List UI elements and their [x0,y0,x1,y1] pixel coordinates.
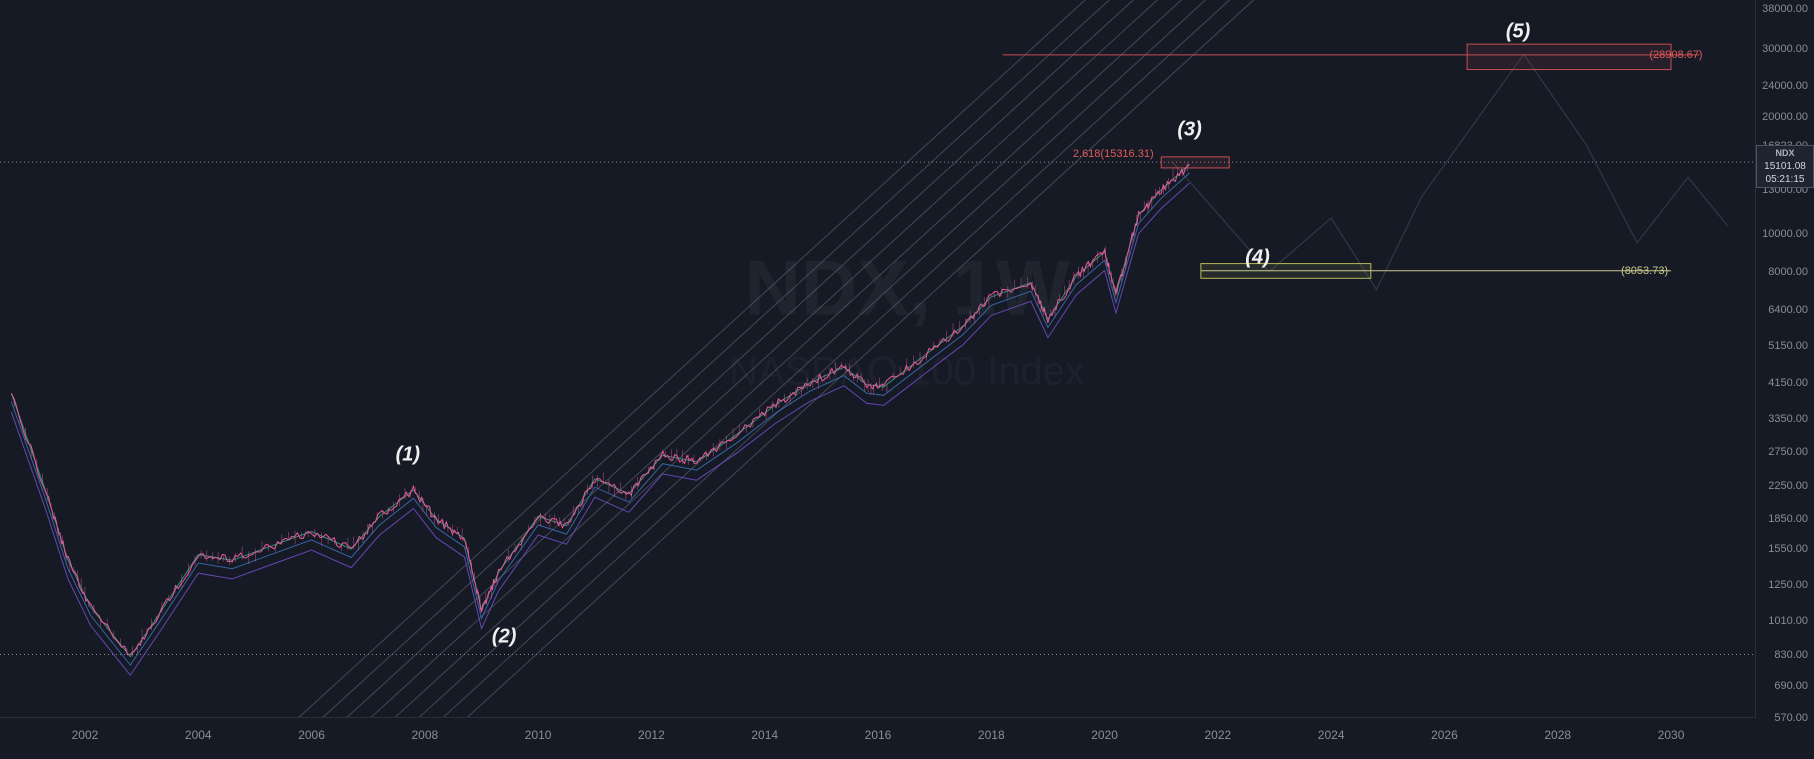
x-axis-tick: 2016 [865,728,892,742]
ma-slow [11,183,1189,675]
pitchfork-line[interactable] [0,0,1756,718]
x-axis[interactable]: 2002 2004 2006 2008 2010 2012 2014 2016 2018 2020… [0,717,1756,759]
last-price-symbol: NDX [1759,147,1811,160]
y-axis-tick: 10000.00 [1762,228,1808,240]
y-axis-tick: 24000.00 [1762,80,1808,92]
x-axis-tick: 2010 [525,728,552,742]
price-series [11,165,1189,655]
y-axis-tick: 4150.00 [1768,377,1808,389]
y-axis-tick: 30000.00 [1762,43,1808,55]
x-axis-tick: 2030 [1658,728,1685,742]
y-axis-tick: 570.00 [1774,712,1808,724]
y-axis[interactable]: 38000.0030000.0024000.0020000.0016823.00… [1755,0,1814,718]
y-axis-tick: 1010.00 [1768,615,1808,627]
zone-5[interactable] [1467,44,1671,69]
pitchfork-line[interactable] [0,0,1756,718]
x-axis-tick: 2004 [185,728,212,742]
x-axis-tick: 2018 [978,728,1005,742]
y-axis-tick: 830.00 [1774,649,1808,661]
chart-root[interactable]: NDX, 1W NASDAQ 100 Index (1)(2)(3)(4)(5)… [0,0,1814,759]
pitchfork-line[interactable] [0,0,1756,718]
y-axis-tick: 1850.00 [1768,513,1808,525]
y-axis-tick: 2250.00 [1768,480,1808,492]
y-axis-tick: 20000.00 [1762,111,1808,123]
pitchfork-line[interactable] [0,0,1756,718]
zone-3[interactable] [1161,157,1229,168]
x-axis-tick: 2008 [411,728,438,742]
pitchfork-line[interactable] [0,0,1756,718]
pitchfork-line[interactable] [0,0,1756,718]
ma-mid [11,173,1189,665]
x-axis-tick: 2012 [638,728,665,742]
x-axis-tick: 2022 [1205,728,1232,742]
last-price-value: 15101.08 [1759,160,1811,173]
x-axis-tick: 2006 [298,728,325,742]
y-axis-tick: 2750.00 [1768,446,1808,458]
x-axis-tick: 2026 [1431,728,1458,742]
y-axis-tick: 1250.00 [1768,579,1808,591]
chart-plot[interactable] [0,0,1756,718]
y-axis-tick: 38000.00 [1762,3,1808,15]
y-axis-tick: 690.00 [1774,680,1808,692]
y-axis-tick: 5150.00 [1768,340,1808,352]
x-axis-tick: 2020 [1091,728,1118,742]
y-axis-tick: 1550.00 [1768,543,1808,555]
pitchfork-line[interactable] [0,0,1756,718]
pitchfork-line[interactable] [0,0,1756,718]
ma-fast [11,165,1189,657]
y-axis-tick: 6400.00 [1768,304,1808,316]
x-axis-tick: 2002 [72,728,99,742]
last-price-tag: NDX 15101.08 05:21:15 [1756,145,1814,188]
y-axis-tick: 8000.00 [1768,266,1808,278]
y-axis-tick: 3350.00 [1768,413,1808,425]
projection-path[interactable] [1173,54,1728,289]
bar-countdown: 05:21:15 [1759,173,1811,186]
x-axis-tick: 2014 [751,728,778,742]
x-axis-tick: 2028 [1544,728,1571,742]
x-axis-tick: 2024 [1318,728,1345,742]
